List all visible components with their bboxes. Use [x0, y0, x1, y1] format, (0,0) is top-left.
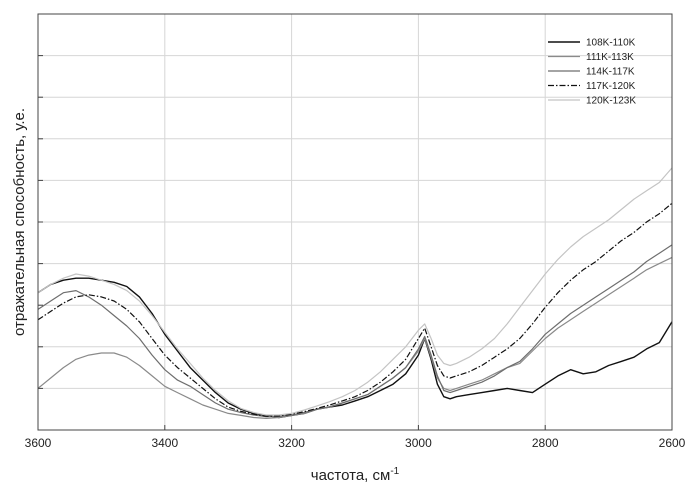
x-tick-label: 3600 [25, 436, 52, 450]
series-lines [37, 167, 673, 419]
legend-label-1: 108K-110K [586, 38, 636, 49]
legend-label-2: 111K-113K [586, 52, 634, 63]
y-axis-label: отражательная способность, у.е. [11, 108, 28, 336]
grid [37, 14, 673, 430]
legend-label-3: 114K-117K [586, 67, 635, 78]
x-tick-label: 2600 [659, 436, 686, 450]
series-line-2 [37, 256, 673, 419]
series-line-4 [37, 202, 673, 417]
legend-label-5: 120K-123K [586, 96, 636, 107]
x-tick-label: 2800 [532, 436, 559, 450]
x-axis-label-superscript: -1 [390, 466, 399, 477]
axis-ticks: 3600 3400 3200 3000 2800 2600 [25, 55, 686, 450]
x-tick-label: 3200 [278, 436, 305, 450]
series-line-1 [37, 277, 673, 419]
series-line-3 [37, 244, 673, 418]
series-line-5 [37, 167, 673, 416]
x-tick-label: 3000 [405, 436, 432, 450]
legend-label-4: 117K-120K [586, 81, 636, 92]
x-tick-label: 3400 [151, 436, 178, 450]
x-axis-label: частота, см-1 [311, 466, 400, 484]
legend: 108K-110K 111K-113K 114K-117K 117K-120K 120K… [548, 38, 636, 107]
